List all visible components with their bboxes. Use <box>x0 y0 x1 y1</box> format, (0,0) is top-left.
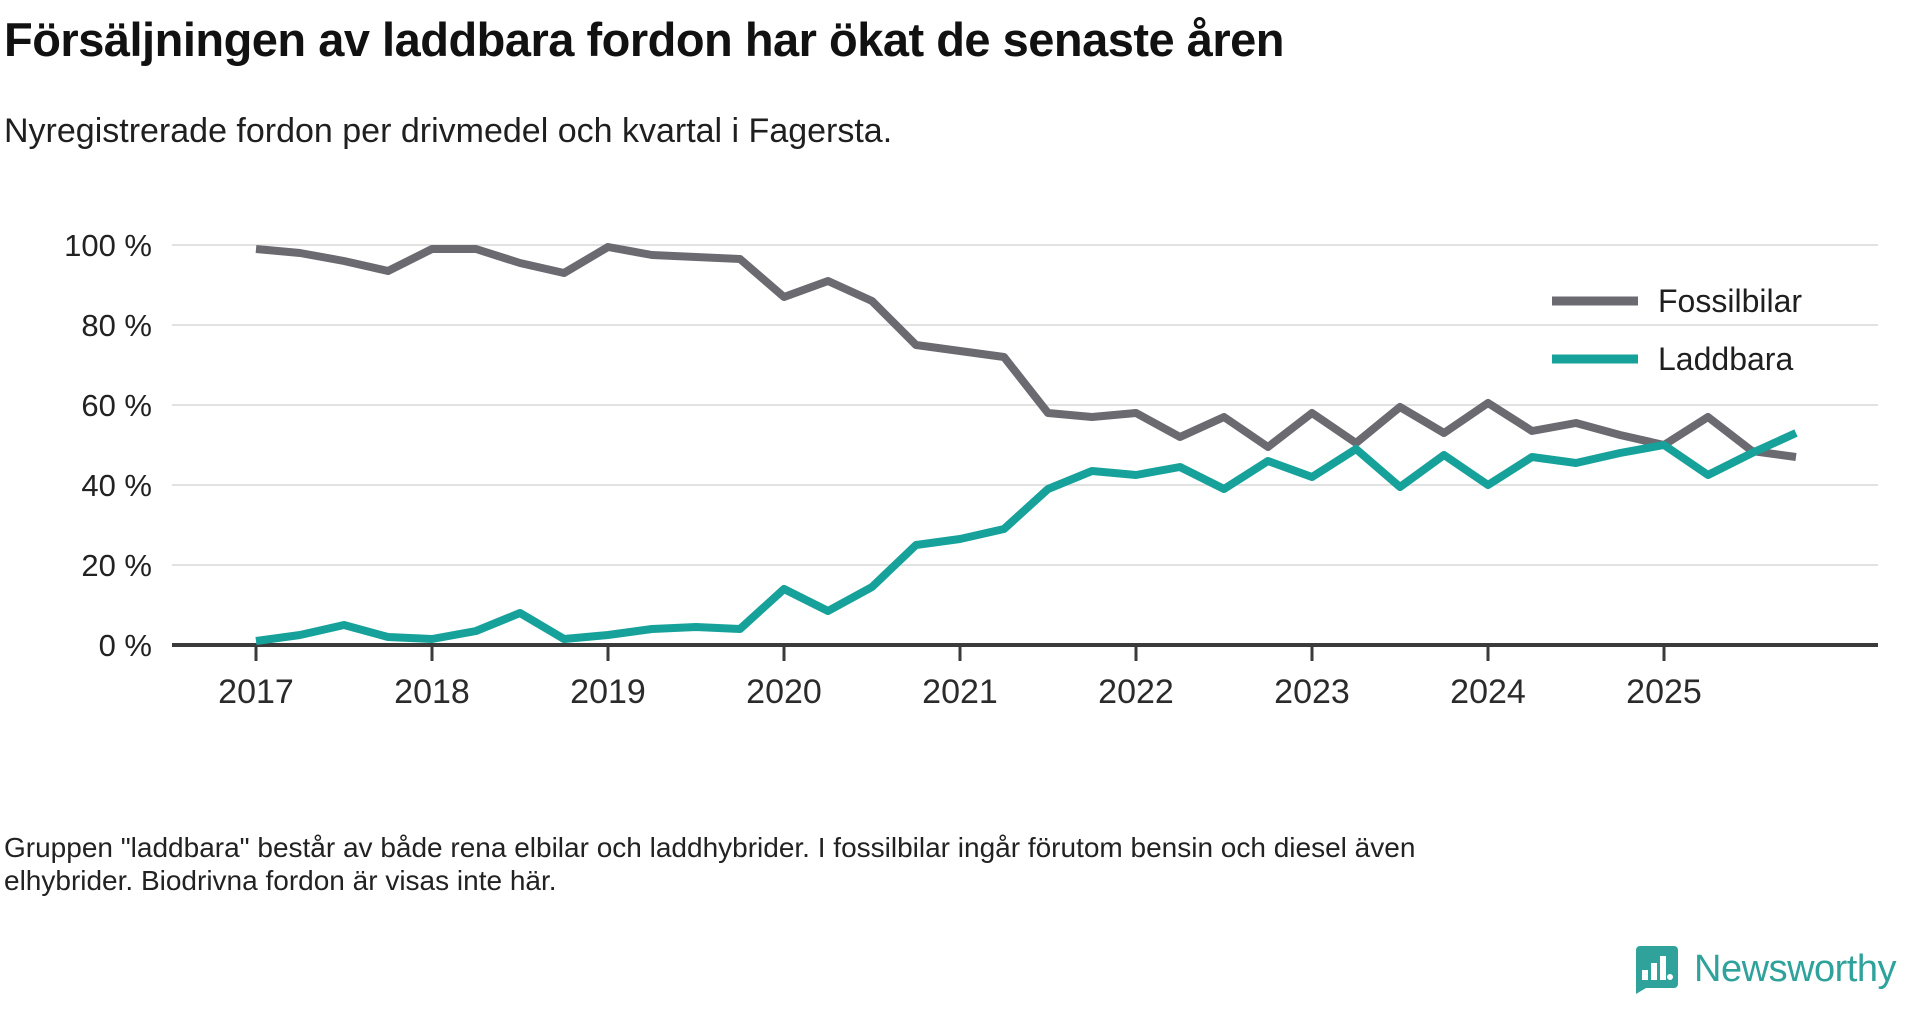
footnote-line-2: elhybrider. Biodrivna fordon är visas in… <box>4 865 557 897</box>
chart-footnote: Gruppen "laddbara" består av både rena e… <box>4 831 1854 897</box>
series-line-laddbara <box>255 429 1798 645</box>
x-axis-label-2024: 2024 <box>1450 673 1526 711</box>
x-axis-label-2020: 2020 <box>746 673 822 711</box>
bar-chart-pin-icon <box>1630 944 1680 994</box>
y-axis-label-100: 100 % <box>64 228 152 263</box>
y-axis-label-20: 20 % <box>81 548 152 583</box>
y-axis-label-0: 0 % <box>99 628 152 663</box>
x-axis-label-2021: 2021 <box>922 673 998 711</box>
footnote-line-1: Gruppen "laddbara" består av både rena e… <box>4 832 1416 863</box>
chart-subtitle: Nyregistrerade fordon per drivmedel och … <box>4 112 893 150</box>
legend-label-fossilbilar: Fossilbilar <box>1658 283 1802 319</box>
y-axis-label-80: 80 % <box>81 308 152 343</box>
y-axis-label-60: 60 % <box>81 388 152 423</box>
legend-label-laddbara: Laddbara <box>1658 341 1793 377</box>
logo-wordmark: Newsworthy <box>1694 947 1896 990</box>
x-axis-label-2017: 2017 <box>218 673 294 711</box>
x-axis-label-2023: 2023 <box>1274 673 1350 711</box>
x-axis-label-2019: 2019 <box>570 673 646 711</box>
y-axis-label-40: 40 % <box>81 468 152 503</box>
x-axis-label-2018: 2018 <box>394 673 470 711</box>
page-title: Försäljningen av laddbara fordon har öka… <box>4 13 1285 66</box>
newsworthy-branding: Newsworthy <box>1630 944 1896 994</box>
series-line-fossilbilar <box>255 243 1797 461</box>
x-axis-label-2022: 2022 <box>1098 673 1174 711</box>
x-axis-label-2025: 2025 <box>1626 673 1702 711</box>
